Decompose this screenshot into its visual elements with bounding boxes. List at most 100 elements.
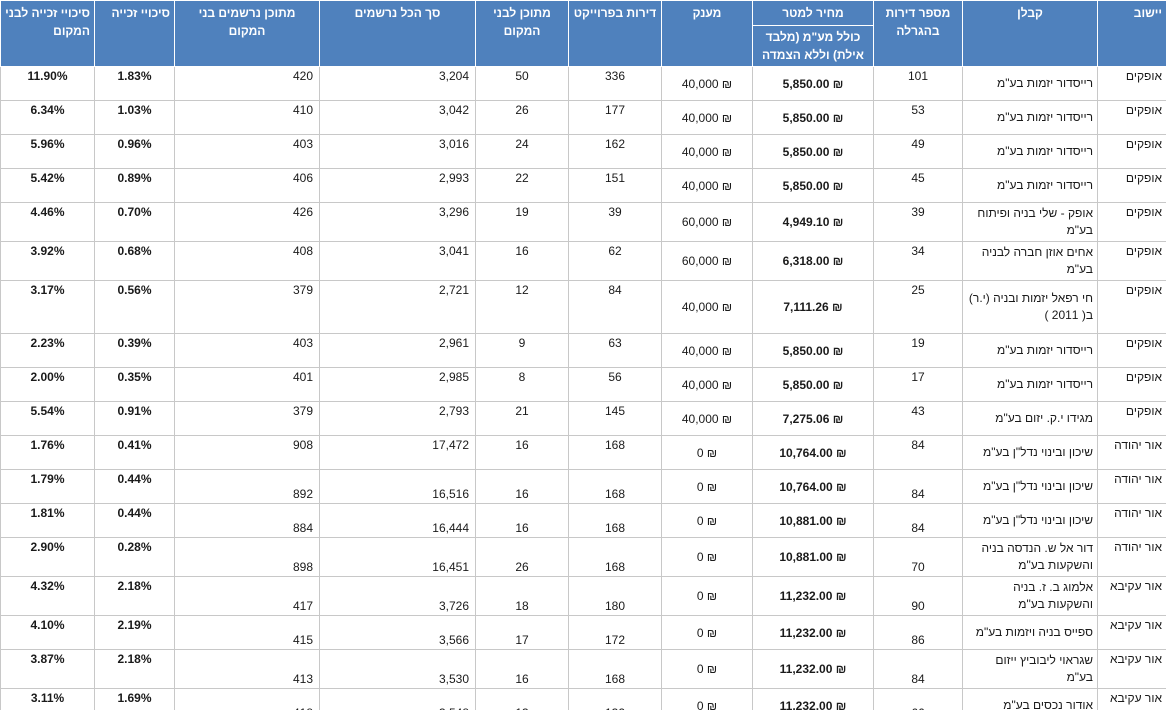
cell-lottery-apartments[interactable]: 45 [873,168,963,203]
cell-local-registered[interactable]: 413 [174,649,320,689]
cell-price[interactable]: 6,318.00 ₪ [752,241,874,281]
cell-chance-local[interactable]: 5.96% [0,134,95,169]
cell-local-quota[interactable]: 16 [475,649,569,689]
cell-lottery-apartments[interactable]: 90 [873,576,963,616]
header-total-registered[interactable]: סך הכל נרשמים [319,0,476,67]
cell-contractor[interactable]: אופק - שלי בניה ופיתוח בע"מ [962,202,1098,242]
cell-chance-local[interactable]: 1.76% [0,435,95,470]
cell-settlement[interactable]: אור עקיבא [1097,649,1166,689]
cell-local-registered[interactable]: 884 [174,503,320,538]
cell-project-apartments[interactable]: 162 [568,134,662,169]
header-contractor[interactable]: קבלן [962,0,1098,67]
cell-grant[interactable]: 0 ₪ [661,503,753,538]
cell-grant[interactable]: 0 ₪ [661,469,753,504]
cell-total-registered[interactable]: 3,042 [319,100,476,135]
cell-total-registered[interactable]: 17,472 [319,435,476,470]
cell-chance-local[interactable]: 6.34% [0,100,95,135]
cell-chance[interactable]: 0.39% [94,333,175,368]
header-chance-local[interactable]: סיכויי זכייה לבני המקום [0,0,95,67]
cell-settlement[interactable]: אור יהודה [1097,469,1166,504]
cell-total-registered[interactable]: 16,444 [319,503,476,538]
cell-grant[interactable]: 40,000 ₪ [661,134,753,169]
cell-contractor[interactable]: שיכון ובינוי נדל"ן בע"מ [962,503,1098,538]
cell-total-registered[interactable]: 3,041 [319,241,476,281]
cell-grant[interactable]: 40,000 ₪ [661,333,753,368]
cell-contractor[interactable]: אודור נכסים בע"מ [962,688,1098,710]
cell-chance-local[interactable]: 11.90% [0,66,95,101]
cell-chance-local[interactable]: 3.11% [0,688,95,710]
cell-chance-local[interactable]: 4.46% [0,202,95,242]
cell-chance-local[interactable]: 1.81% [0,503,95,538]
cell-total-registered[interactable]: 2,985 [319,367,476,402]
cell-grant[interactable]: 0 ₪ [661,615,753,650]
cell-local-quota[interactable]: 19 [475,202,569,242]
cell-chance-local[interactable]: 2.90% [0,537,95,577]
cell-local-quota[interactable]: 16 [475,503,569,538]
cell-grant[interactable]: 0 ₪ [661,576,753,616]
cell-contractor[interactable]: שיכון ובינוי נדל"ן בע"מ [962,435,1098,470]
header-price-per-meter[interactable]: מחיר למטר [752,0,874,26]
cell-price[interactable]: 11,232.00 ₪ [752,615,874,650]
cell-settlement[interactable]: אופקים [1097,134,1166,169]
cell-local-registered[interactable]: 417 [174,576,320,616]
table-row[interactable]: 5.42% 0.89% 406 2,993 22 151 40,000 ₪ 5,850.00 … [0,168,1166,203]
cell-lottery-apartments[interactable]: 84 [873,649,963,689]
table-row[interactable]: 5.96% 0.96% 403 3,016 24 162 40,000 ₪ 5,850.00 … [0,134,1166,169]
cell-chance-local[interactable]: 3.92% [0,241,95,281]
cell-project-apartments[interactable]: 39 [568,202,662,242]
cell-project-apartments[interactable]: 336 [568,66,662,101]
cell-chance-local[interactable]: 2.23% [0,333,95,368]
cell-chance-local[interactable]: 5.42% [0,168,95,203]
cell-chance-local[interactable]: 3.17% [0,280,95,334]
cell-local-quota[interactable]: 21 [475,401,569,436]
cell-contractor[interactable]: חי רפאל יזמות ובניה (י.ר) ב( 2011 ) [962,280,1098,334]
cell-local-quota[interactable]: 17 [475,615,569,650]
cell-price[interactable]: 7,111.26 ₪ [752,280,874,334]
table-row[interactable]: 3.17% 0.56% 379 2,721 12 84 40,000 ₪ 7,111.26 ₪… [0,280,1166,334]
cell-grant[interactable]: 0 ₪ [661,537,753,577]
cell-price[interactable]: 10,881.00 ₪ [752,503,874,538]
cell-total-registered[interactable]: 3,204 [319,66,476,101]
cell-project-apartments[interactable]: 177 [568,100,662,135]
cell-settlement[interactable]: אופקים [1097,202,1166,242]
cell-chance[interactable]: 0.44% [94,469,175,504]
cell-contractor[interactable]: ספייס בניה ויזמות בע"מ [962,615,1098,650]
cell-total-registered[interactable]: 2,961 [319,333,476,368]
cell-chance[interactable]: 0.28% [94,537,175,577]
cell-settlement[interactable]: אופקים [1097,367,1166,402]
cell-local-quota[interactable]: 9 [475,333,569,368]
cell-price[interactable]: 11,232.00 ₪ [752,688,874,710]
cell-local-registered[interactable]: 379 [174,280,320,334]
cell-total-registered[interactable]: 2,721 [319,280,476,334]
cell-chance-local[interactable]: 4.32% [0,576,95,616]
cell-total-registered[interactable]: 2,993 [319,168,476,203]
cell-grant[interactable]: 0 ₪ [661,649,753,689]
cell-price[interactable]: 4,949.10 ₪ [752,202,874,242]
cell-project-apartments[interactable]: 168 [568,435,662,470]
cell-settlement[interactable]: אור יהודה [1097,503,1166,538]
cell-total-registered[interactable]: 16,451 [319,537,476,577]
cell-project-apartments[interactable]: 56 [568,367,662,402]
header-settlement[interactable]: יישוב [1097,0,1166,67]
cell-local-quota[interactable]: 24 [475,134,569,169]
header-price-note[interactable]: כולל מע"מ (מלבד אילת) וללא הצמדה [752,25,874,67]
cell-project-apartments[interactable]: 132 [568,688,662,710]
cell-total-registered[interactable]: 2,793 [319,401,476,436]
cell-chance[interactable]: 0.41% [94,435,175,470]
cell-local-registered[interactable]: 426 [174,202,320,242]
cell-chance[interactable]: 1.83% [94,66,175,101]
cell-local-registered[interactable]: 420 [174,66,320,101]
cell-local-registered[interactable]: 898 [174,537,320,577]
cell-lottery-apartments[interactable]: 43 [873,401,963,436]
cell-price[interactable]: 11,232.00 ₪ [752,649,874,689]
cell-price[interactable]: 5,850.00 ₪ [752,367,874,402]
cell-grant[interactable]: 0 ₪ [661,688,753,710]
cell-grant[interactable]: 40,000 ₪ [661,280,753,334]
cell-settlement[interactable]: אור עקיבא [1097,576,1166,616]
cell-contractor[interactable]: רייסדור יזמות בע"מ [962,66,1098,101]
cell-total-registered[interactable]: 16,516 [319,469,476,504]
table-row[interactable]: 6.34% 1.03% 410 3,042 26 177 40,000 ₪ 5,850.00 … [0,100,1166,135]
cell-settlement[interactable]: אופקים [1097,280,1166,334]
cell-grant[interactable]: 40,000 ₪ [661,367,753,402]
cell-price[interactable]: 11,232.00 ₪ [752,576,874,616]
